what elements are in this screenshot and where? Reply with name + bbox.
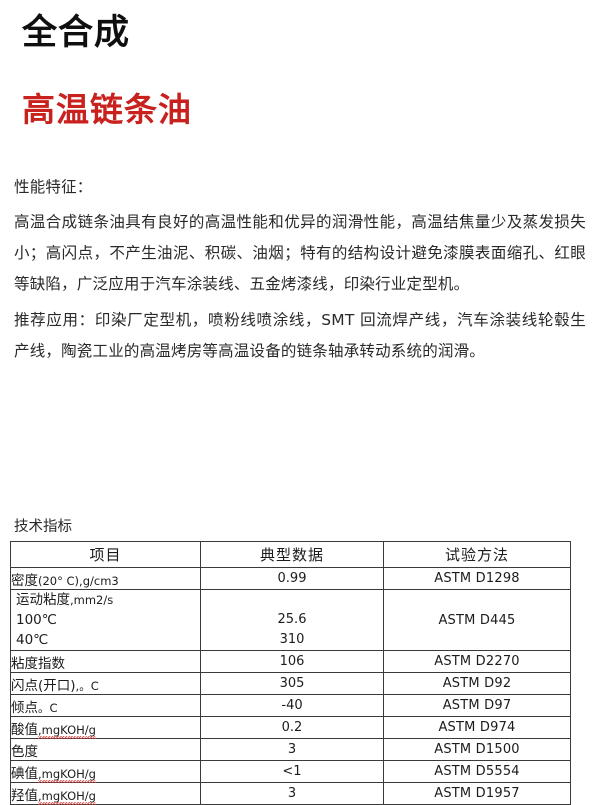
cell-subline: 40℃ (16, 632, 49, 648)
table-row: 酸值,mgKOH/g 0.2 ASTM D974 (10, 716, 571, 739)
table-row: 粘度指数 106 ASTM D2270 (10, 650, 571, 673)
cell-item: 色度 (10, 738, 201, 761)
spec-table-wrapper: 项目 典型数据 试验方法 密度(20° C),g/cm3 0.99 ASTM D1298 运… (10, 541, 571, 805)
table-header-row: 项目 典型数据 试验方法 (10, 541, 571, 568)
cell-value: <1 (200, 760, 384, 783)
table-row: 羟值,mgKOH/g 3 ASTM D1957 (10, 782, 571, 805)
cell-method: ASTM D5554 (383, 760, 571, 783)
cell-subline: 100℃ (16, 612, 57, 628)
page-title-black: 全合成 (22, 13, 131, 53)
cell-value: 0.99 (200, 567, 384, 590)
applications-paragraph: 推荐应用：印染厂定型机，喷粉线喷涂线，SMT 回流焊产线，汽车涂装线轮毂生产线，… (14, 311, 586, 360)
cell-value: 305 (200, 672, 384, 695)
cell-item: 羟值,mgKOH/g (10, 782, 201, 805)
features-paragraph: 高温合成链条油具有良好的高温性能和优异的润滑性能，高温结焦量少及蒸发损失小；高闪… (14, 213, 586, 293)
cell-method: ASTM D1500 (383, 738, 571, 761)
cell-item: 酸值,mgKOH/g (10, 716, 201, 739)
cell-method: ASTM D974 (383, 716, 571, 739)
body-copy: 性能特征： 高温合成链条油具有良好的高温性能和优异的润滑性能，高温结焦量少及蒸发… (14, 172, 586, 372)
cell-item: 密度(20° C),g/cm3 (10, 567, 201, 590)
page-title-red: 高温链条油 (22, 90, 192, 129)
features-label: 性能特征： (14, 178, 93, 196)
cell-item: 碘值,mgKOH/g (10, 760, 201, 783)
column-header: 试验方法 (383, 541, 571, 568)
cell-item: 粘度指数 (10, 650, 201, 673)
table-row: 闪点(开口),。C 305 ASTM D92 (10, 672, 571, 695)
cell-method: ASTM D92 (383, 672, 571, 695)
cell-value: 3 (200, 738, 384, 761)
cell-method: ASTM D2270 (383, 650, 571, 673)
table-row: 密度(20° C),g/cm3 0.99 ASTM D1298 (10, 567, 571, 590)
cell-item: 闪点(开口),。C (10, 672, 201, 695)
cell-value: 106 (200, 650, 384, 673)
spec-table: 项目 典型数据 试验方法 密度(20° C),g/cm3 0.99 ASTM D1298 运… (10, 541, 571, 805)
cell-value: 3 (200, 782, 384, 805)
cell-item: 倾点。C (10, 694, 201, 717)
table-row: 色度 3 ASTM D1500 (10, 738, 571, 761)
column-header: 典型数据 (200, 541, 384, 568)
cell-value: -40 (200, 694, 384, 717)
table-row: 倾点。C -40 ASTM D97 (10, 694, 571, 717)
cell-method: ASTM D1957 (383, 782, 571, 805)
cell-method: ASTM D445 (383, 589, 571, 651)
cell-method: ASTM D97 (383, 694, 571, 717)
cell-item: 运动粘度,mm2/s 100℃ 40℃ (10, 589, 201, 651)
table-row: 碘值,mgKOH/g <1 ASTM D5554 (10, 760, 571, 783)
spec-table-heading: 技术指标 (14, 519, 72, 535)
column-header: 项目 (10, 541, 201, 568)
cell-value: 0.2 (200, 716, 384, 739)
cell-method: ASTM D1298 (383, 567, 571, 590)
